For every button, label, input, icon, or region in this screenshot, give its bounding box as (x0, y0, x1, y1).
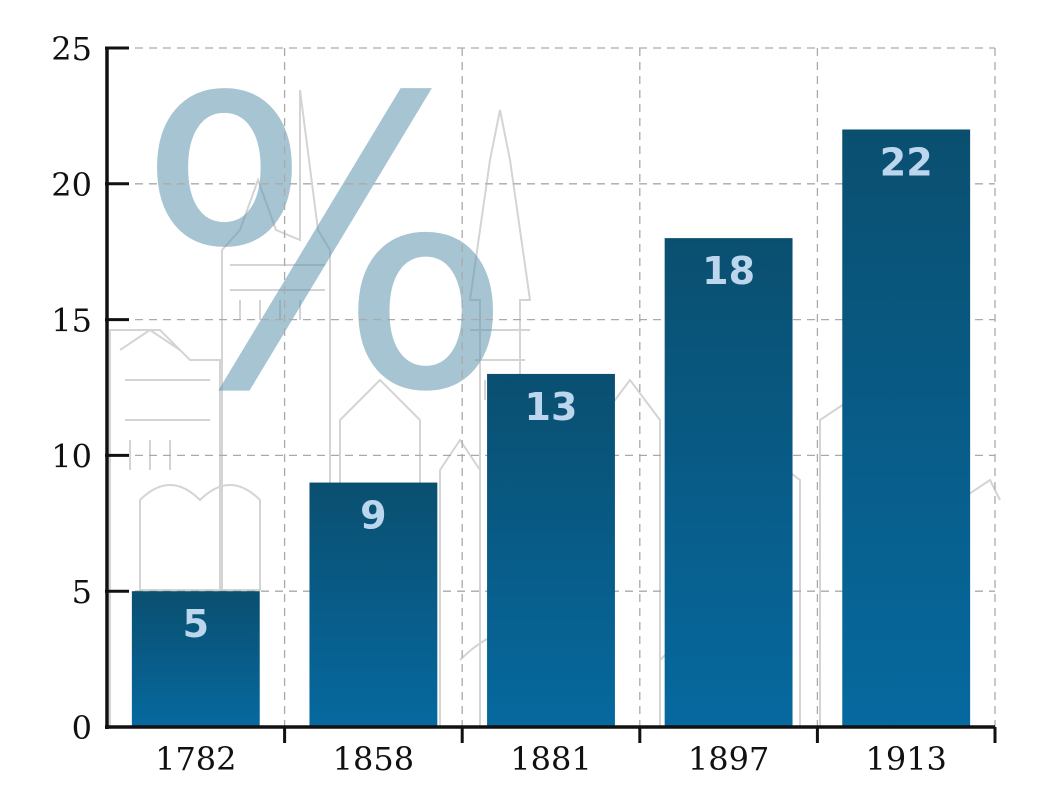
bar-1897 (664, 238, 793, 727)
data-label-1913: 22 (880, 140, 933, 184)
x-tick-label-1858: 1858 (333, 740, 414, 778)
y-tick-label: 10 (51, 437, 92, 475)
x-tick-labels: 1782 1858 1881 1897 1913 (155, 740, 947, 778)
axes (105, 46, 997, 743)
data-label-1858: 9 (360, 494, 386, 538)
y-tick-label: 15 (51, 302, 92, 340)
y-tick-label: 5 (72, 573, 92, 611)
bars (131, 129, 971, 728)
bar-1881 (487, 373, 615, 727)
bar-1782 (131, 591, 260, 727)
bar-1913 (842, 129, 971, 728)
y-tick-labels: 0 5 10 15 20 25 (51, 30, 92, 747)
x-tick-label-1782: 1782 (155, 740, 236, 778)
y-tick-label: 25 (51, 30, 92, 68)
x-tick-label-1881: 1881 (510, 740, 591, 778)
data-label-1897: 18 (702, 249, 755, 293)
percent-watermark: % (135, 15, 515, 480)
bar-1858 (309, 482, 438, 727)
data-label-1881: 13 (525, 385, 578, 429)
x-tick-label-1897: 1897 (688, 740, 769, 778)
data-labels: 5 9 13 18 22 (183, 140, 933, 646)
x-tick-label-1913: 1913 (865, 740, 946, 778)
y-tick-label: 20 (51, 166, 92, 204)
data-label-1782: 5 (183, 602, 209, 646)
y-tick-label: 0 (72, 709, 92, 747)
